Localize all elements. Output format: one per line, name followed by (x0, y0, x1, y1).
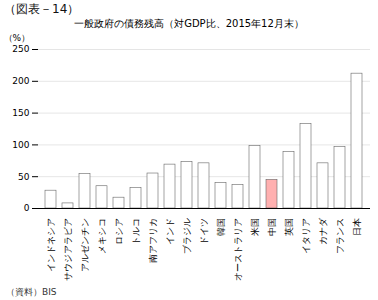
html-text:（資料）BIS: （資料）BIS (6, 287, 57, 297)
svg-text:フランス: フランス (335, 218, 345, 254)
svg-text:英国: 英国 (284, 218, 294, 236)
svg-text:メキシコ: メキシコ (97, 218, 107, 254)
svg-text:サウジアラビア: サウジアラビア (63, 218, 73, 281)
svg-text:南アフリカ: 南アフリカ (148, 218, 158, 263)
svg-text:150: 150 (12, 108, 29, 118)
svg-text:50: 50 (18, 172, 30, 182)
svg-text:ブラジル: ブラジル (182, 218, 192, 254)
svg-text:（%）: （%） (4, 33, 31, 43)
svg-text:0: 0 (24, 203, 30, 213)
svg-text:オーストラリア: オーストラリア (233, 218, 243, 281)
svg-text:200: 200 (12, 76, 29, 86)
svg-text:100: 100 (12, 140, 29, 150)
svg-text:インドネシア: インドネシア (46, 218, 56, 272)
html-text:一般政府の債務残高（対GDP比、2015年12月末）: 一般政府の債務残高（対GDP比、2015年12月末） (74, 18, 304, 29)
svg-text:アルゼンチン: アルゼンチン (80, 218, 90, 272)
svg-text:ドイツ: ドイツ (199, 218, 209, 245)
svg-text:日本: 日本 (352, 218, 362, 236)
svg-text:トルコ: トルコ (131, 218, 141, 245)
svg-text:中国: 中国 (267, 218, 277, 236)
svg-text:インド: インド (165, 218, 175, 245)
svg-text:韓国: 韓国 (216, 218, 226, 236)
svg-text:カナダ: カナダ (318, 217, 328, 245)
html-text:（図表－14）: （図表－14） (4, 2, 80, 16)
svg-text:250: 250 (12, 44, 29, 54)
svg-text:米国: 米国 (250, 218, 260, 236)
svg-text:ロシア: ロシア (114, 218, 124, 245)
svg-text:イタリア: イタリア (301, 218, 311, 254)
